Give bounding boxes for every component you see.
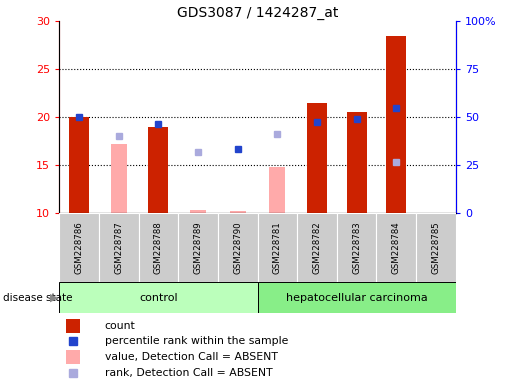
Text: ▶: ▶ — [50, 293, 58, 303]
Bar — [386, 36, 406, 213]
Text: GSM228788: GSM228788 — [154, 221, 163, 274]
Bar — [190, 210, 206, 213]
Text: GSM228785: GSM228785 — [432, 221, 440, 274]
Bar — [59, 213, 99, 282]
Text: hepatocellular carcinoma: hepatocellular carcinoma — [286, 293, 427, 303]
Text: GSM228789: GSM228789 — [194, 221, 202, 274]
Bar — [69, 117, 89, 213]
Text: control: control — [139, 293, 178, 303]
Bar — [66, 350, 80, 364]
Bar — [218, 213, 258, 282]
Title: GDS3087 / 1424287_at: GDS3087 / 1424287_at — [177, 6, 338, 20]
Text: GSM228790: GSM228790 — [233, 221, 242, 274]
Bar — [178, 213, 218, 282]
Bar — [416, 213, 456, 282]
Text: value, Detection Call = ABSENT: value, Detection Call = ABSENT — [105, 352, 278, 362]
Text: disease state: disease state — [3, 293, 72, 303]
Bar — [66, 319, 80, 333]
Bar — [376, 213, 416, 282]
Bar — [297, 213, 337, 282]
Text: GSM228787: GSM228787 — [114, 221, 123, 274]
Text: GSM228781: GSM228781 — [273, 221, 282, 274]
Bar — [258, 282, 456, 313]
Text: percentile rank within the sample: percentile rank within the sample — [105, 336, 288, 346]
Text: count: count — [105, 321, 135, 331]
Text: GSM228782: GSM228782 — [313, 221, 321, 274]
Bar — [347, 112, 367, 213]
Text: GSM228786: GSM228786 — [75, 221, 83, 274]
Bar — [337, 213, 376, 282]
Bar — [307, 103, 327, 213]
Bar — [59, 282, 258, 313]
Bar — [99, 213, 139, 282]
Bar — [269, 167, 285, 213]
Text: rank, Detection Call = ABSENT: rank, Detection Call = ABSENT — [105, 367, 272, 377]
Bar — [230, 211, 246, 213]
Bar — [111, 144, 127, 213]
Text: GSM228784: GSM228784 — [392, 221, 401, 274]
Bar — [148, 127, 168, 213]
Text: GSM228783: GSM228783 — [352, 221, 361, 274]
Bar — [139, 213, 178, 282]
Bar — [258, 213, 297, 282]
